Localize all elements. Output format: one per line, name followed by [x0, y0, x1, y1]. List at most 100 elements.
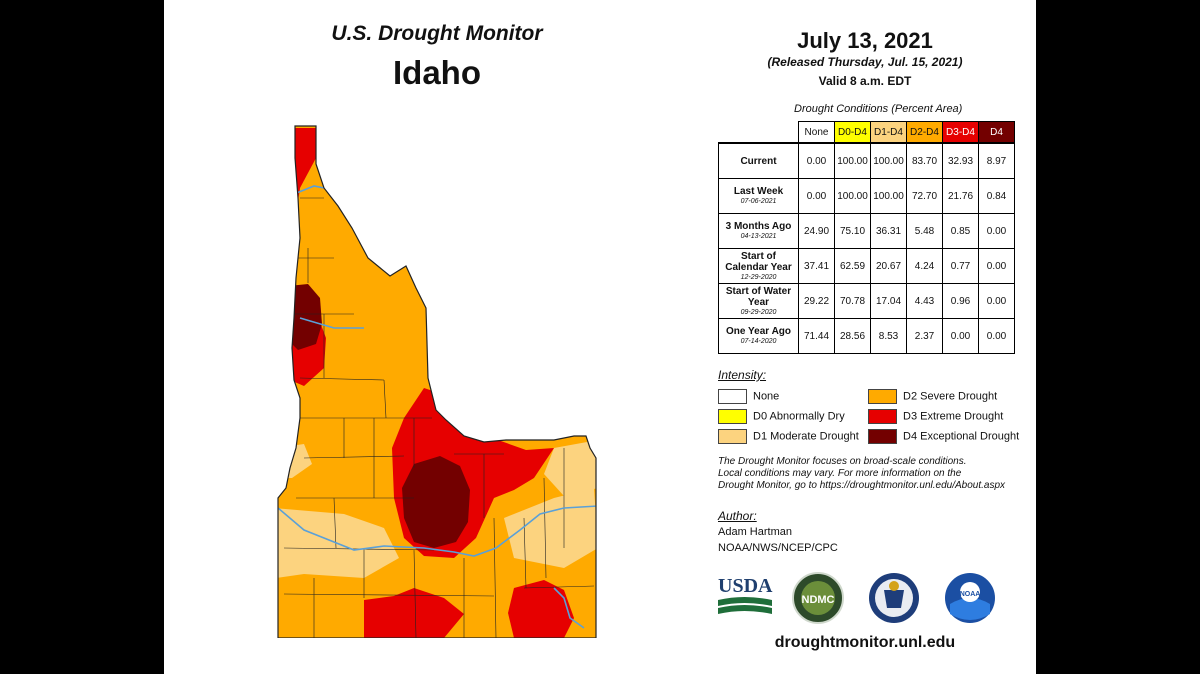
note-line-2: Local conditions may vary. For more info…	[718, 468, 962, 479]
row-date: 04-13-2021	[740, 233, 777, 240]
legend-label: D0 Abnormally Dry	[753, 410, 845, 423]
table-cell: 100.00	[834, 142, 871, 179]
table-cell: 32.93	[942, 142, 979, 179]
table-row: Last Week 07-06-2021 0.00 100.00 100.00 72.70…	[718, 178, 1015, 214]
idaho-drought-map	[277, 125, 597, 638]
legend-item: D3 Extreme Drought	[868, 409, 1003, 424]
row-date: 07-14-2020	[740, 338, 777, 345]
table-cell: 75.10	[834, 213, 871, 249]
d3-region-south	[364, 588, 464, 638]
d4-region-north	[284, 284, 322, 350]
author-org: NOAA/NWS/NCEP/CPC	[718, 542, 838, 554]
table-cell: 0.00	[978, 283, 1015, 319]
author-name: Adam Hartman	[718, 526, 792, 538]
table-cell: 0.00	[978, 318, 1015, 354]
legend-label: None	[753, 390, 780, 403]
map-date: July 13, 2021	[797, 28, 933, 53]
row-label: One Year Ago 07-14-2020	[718, 318, 799, 354]
legend-item: D0 Abnormally Dry	[718, 409, 845, 424]
table-cell: 8.53	[870, 318, 907, 354]
ndmc-logo-icon: NDMC	[792, 572, 844, 624]
website-link[interactable]: droughtmonitor.unl.edu	[774, 634, 956, 651]
table-cell: 20.67	[870, 248, 907, 284]
doc-seal-icon	[869, 573, 919, 623]
row-label: Current	[718, 142, 799, 179]
table-cell: 0.00	[798, 142, 835, 179]
table-cell: 2.37	[906, 318, 943, 354]
d4-region-central	[402, 456, 470, 548]
table-cell: 0.00	[978, 248, 1015, 284]
table-cell: 17.04	[870, 283, 907, 319]
col-header-d1-d4: D1-D4	[870, 121, 907, 144]
snake-river	[278, 505, 596, 557]
row-label-text: Start of Water Year	[725, 285, 792, 308]
disclaimer-note: The Drought Monitor focuses on broad-sca…	[718, 456, 1018, 492]
map-title: U.S. Drought Monitor	[331, 22, 543, 45]
table-cell: 0.00	[978, 213, 1015, 249]
legend-label: D4 Exceptional Drought	[903, 430, 1020, 443]
legend-item: D1 Moderate Drought	[718, 429, 859, 444]
table-cell: 0.96	[942, 283, 979, 319]
legend-swatch	[718, 429, 747, 444]
col-header-d0-d4: D0-D4	[834, 121, 871, 144]
table-cell: 4.43	[906, 283, 943, 319]
col-header-d2-d4: D2-D4	[906, 121, 943, 144]
row-date: 09-29-2020	[740, 308, 777, 316]
legend-swatch	[718, 389, 747, 404]
table-cell: 71.44	[798, 318, 835, 354]
table-cell: 8.97	[978, 142, 1015, 179]
col-header-d4: D4	[978, 121, 1015, 144]
legend-label: D2 Severe Drought	[903, 390, 998, 403]
table-cell: 70.78	[834, 283, 871, 319]
table-corner	[719, 122, 799, 144]
table-cell: 4.24	[906, 248, 943, 284]
table-cell: 29.22	[798, 283, 835, 319]
legend-label: D1 Moderate Drought	[753, 430, 859, 443]
valid-time: Valid 8 a.m. EDT	[818, 74, 912, 88]
table-cell: 100.00	[870, 142, 907, 179]
legend-item: None	[718, 389, 779, 404]
legend-swatch	[868, 409, 897, 424]
row-label-text: Start of Calendar Year	[725, 250, 792, 273]
table-row: Start of Calendar Year 12-29-2020 37.41 62.…	[718, 248, 1015, 284]
row-label: 3 Months Ago 04-13-2021	[718, 213, 799, 249]
table-cell: 83.70	[906, 142, 943, 179]
salmon-river	[299, 317, 364, 329]
row-date: 07-06-2021	[740, 198, 777, 205]
legend-swatch	[868, 429, 897, 444]
legend-item: D2 Severe Drought	[868, 389, 997, 404]
legend-swatch	[718, 409, 747, 424]
table-cell: 0.85	[942, 213, 979, 249]
noaa-logo-text: NOAA	[960, 591, 981, 598]
table-header-row: None D0-D4 D1-D4 D2-D4 D3-D4 D4	[719, 121, 1015, 144]
legend-swatch	[868, 389, 897, 404]
table-cell: 100.00	[834, 178, 871, 214]
drought-map-page: U.S. Drought Monitor Idaho July 13, 2021…	[164, 0, 1036, 674]
legend-label: D3 Extreme Drought	[903, 410, 1004, 423]
usda-logo-icon: USDA	[718, 575, 773, 614]
note-line-1: The Drought Monitor focuses on broad-sca…	[718, 456, 967, 467]
intensity-title: Intensity:	[718, 368, 767, 382]
noaa-logo-icon: NOAA	[945, 573, 995, 623]
bear-river	[553, 587, 585, 629]
d3-region-southeast	[508, 580, 574, 638]
state-name: Idaho	[393, 54, 481, 91]
table-body: Current 0.00 100.00 100.00 83.70 32.93 8.97 Las…	[718, 142, 1015, 354]
d1-region-northeast	[544, 440, 596, 496]
table-cell: 37.41	[798, 248, 835, 284]
table-cell: 100.00	[870, 178, 907, 214]
legend-item: D4 Exceptional Drought	[868, 429, 1019, 444]
table-cell: 36.31	[870, 213, 907, 249]
row-label-text: One Year Ago	[725, 326, 792, 337]
county-lines	[283, 197, 595, 638]
table-row: Current 0.00 100.00 100.00 83.70 32.93 8.97	[718, 142, 1015, 179]
note-line-3: Drought Monitor, go to https://droughtmo…	[718, 480, 1006, 491]
row-label-text: Last Week	[733, 186, 784, 197]
author-title: Author:	[718, 509, 757, 523]
table-caption: Drought Conditions (Percent Area)	[794, 103, 963, 115]
release-date: (Released Thursday, Jul. 15, 2021)	[767, 55, 963, 69]
ndmc-logo-text: NDMC	[802, 594, 835, 606]
table-cell: 72.70	[906, 178, 943, 214]
table-cell: 21.76	[942, 178, 979, 214]
table-cell: 0.00	[942, 318, 979, 354]
